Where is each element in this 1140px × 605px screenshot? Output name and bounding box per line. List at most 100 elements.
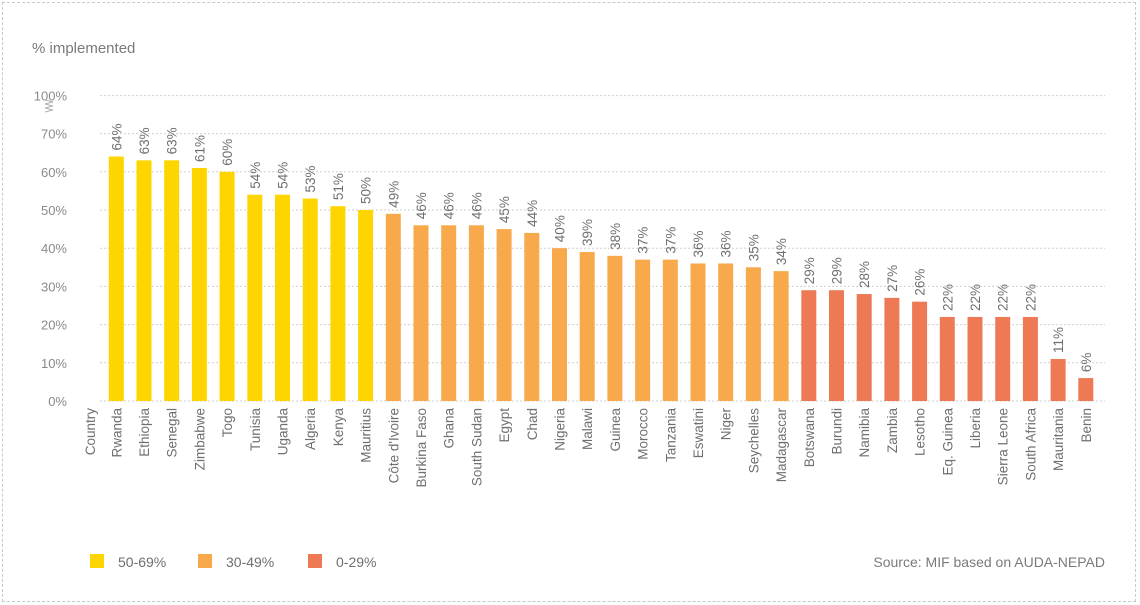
bar: [552, 248, 567, 401]
value-label: 64%: [109, 123, 124, 150]
value-label: 46%: [414, 192, 429, 219]
category-label: Nigeria: [553, 408, 568, 451]
value-label: 61%: [192, 135, 207, 162]
value-label: 36%: [719, 230, 734, 257]
bar: [441, 225, 457, 401]
y-tick-label: 0%: [48, 394, 67, 409]
bar: [191, 167, 207, 401]
bar: [1078, 378, 1094, 401]
bar: [302, 198, 318, 401]
value-label: 28%: [857, 261, 872, 288]
category-label: Morocco: [636, 408, 651, 460]
bar: [413, 225, 429, 401]
value-label: 38%: [608, 223, 623, 250]
value-label: 46%: [469, 192, 484, 219]
value-label: 36%: [691, 230, 706, 257]
category-label: Zimbabwe: [192, 408, 207, 470]
category-label: Senegal: [165, 408, 180, 458]
value-label: 26%: [913, 269, 928, 296]
bar: [358, 210, 374, 401]
y-tick-label: 60%: [41, 165, 67, 180]
category-label: South Africa: [1023, 408, 1038, 481]
value-label: 60%: [220, 139, 235, 166]
category-label: Eq. Guinea: [940, 408, 955, 476]
value-label: 46%: [442, 192, 457, 219]
category-label: Lesotho: [913, 408, 928, 456]
legend-swatch: [90, 554, 104, 568]
bar: [856, 294, 872, 401]
y-tick-label: 50%: [41, 203, 67, 218]
bar: [524, 232, 540, 401]
bar: [662, 259, 678, 401]
category-label: Kenya: [331, 408, 346, 447]
legend-swatch: [308, 554, 322, 568]
bar: [108, 156, 124, 401]
value-label: 40%: [553, 215, 568, 242]
bar: [136, 160, 152, 401]
source-note: Source: MIF based on AUDA-NEPAD: [873, 554, 1105, 570]
bars: [108, 156, 1094, 401]
legend-label: 30-49%: [226, 554, 274, 570]
y-tick-label: 40%: [41, 241, 67, 256]
value-label: 29%: [830, 257, 845, 284]
legend-swatch: [198, 554, 212, 568]
bar: [607, 255, 623, 401]
bar: [773, 271, 789, 401]
legend: 50-69% 30-49% 0-29%: [90, 554, 376, 570]
bar: [995, 316, 1011, 401]
category-label: Mauritius: [359, 408, 374, 463]
category-label: Mauritania: [1051, 408, 1066, 472]
value-label: 63%: [137, 127, 152, 154]
value-label: 50%: [359, 177, 374, 204]
category-label: Namibia: [857, 408, 872, 458]
category-label: Niger: [719, 408, 734, 441]
category-label: Benin: [1079, 408, 1094, 443]
bar: [635, 259, 651, 401]
category-label: Ghana: [442, 408, 457, 449]
value-label: 49%: [386, 181, 401, 208]
bar: [1022, 316, 1038, 401]
bar: [496, 229, 512, 401]
bar: [579, 252, 595, 401]
bar: [330, 206, 346, 401]
category-label: Egypt: [497, 408, 512, 443]
category-label: Eswatini: [691, 408, 706, 458]
value-label: 29%: [802, 257, 817, 284]
x-axis-label: Country: [83, 408, 98, 456]
value-label: 51%: [331, 173, 346, 200]
y-axis-label: % implemented: [32, 40, 135, 57]
category-label: Burkina Faso: [414, 408, 429, 488]
category-labels: Country Rwanda Ethiopia Senegal Zimbabwe Tog…: [83, 408, 1094, 488]
bar: [468, 225, 484, 401]
axis-break-icon: [44, 99, 54, 113]
value-label: 63%: [165, 127, 180, 154]
category-label: Botswana: [802, 408, 817, 468]
category-label: Madagascar: [774, 408, 789, 483]
category-label: Liberia: [968, 408, 983, 449]
category-label: Côte d'Ivoire: [386, 408, 401, 483]
value-label: 53%: [303, 166, 318, 193]
bar: [219, 171, 235, 401]
value-label: 35%: [746, 234, 761, 261]
category-label: Tunisia: [248, 408, 263, 452]
category-label: Uganda: [276, 408, 291, 456]
category-label: Burundi: [830, 408, 845, 455]
bar: [247, 194, 263, 401]
category-label: Algeria: [303, 408, 318, 451]
value-labels: 64% 63% 63% 61% 60% 54% 54% 53% 51% 50% 49% 46% 46% 4…: [109, 123, 1094, 372]
gridlines: [100, 95, 1105, 402]
bar: [884, 297, 900, 401]
y-tick-label: 100%: [34, 89, 68, 104]
category-label: South Sudan: [469, 408, 484, 486]
value-label: 22%: [996, 284, 1011, 311]
category-label: Togo: [220, 408, 235, 437]
value-label: 37%: [636, 227, 651, 254]
bar: [829, 290, 844, 401]
value-label: 34%: [774, 238, 789, 265]
bar: [912, 301, 928, 401]
value-label: 39%: [580, 219, 595, 246]
category-label: Tanzania: [663, 408, 678, 463]
bar: [745, 267, 761, 401]
